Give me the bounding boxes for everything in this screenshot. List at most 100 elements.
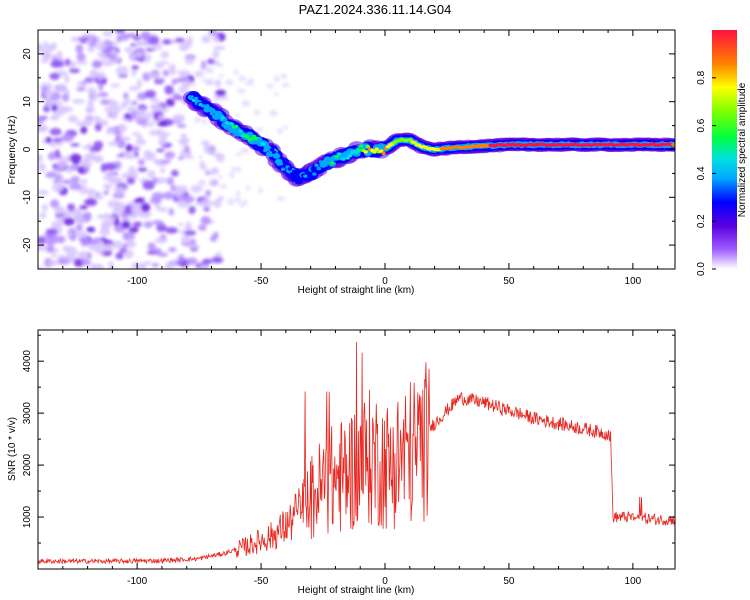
spectrogram-noise-blob xyxy=(89,146,102,153)
spectrogram-noise-blob xyxy=(65,169,74,174)
spectrogram-noise-blob xyxy=(163,191,174,200)
spectrogram-noise-blob xyxy=(81,237,90,247)
spectrogram-noise-blob xyxy=(183,230,197,236)
spectrogram-noise-blob xyxy=(40,57,50,64)
spectrogram-noise-blob xyxy=(45,171,57,179)
spectrogram-noise-blob xyxy=(201,140,210,146)
spectrogram-ridge-mark xyxy=(222,118,228,122)
spectrogram-noise-blob xyxy=(137,167,148,173)
spectrogram-noise-blob xyxy=(95,42,107,51)
spectrogram-noise-blob xyxy=(219,184,227,189)
spectrogram-ridge-mark xyxy=(345,156,351,160)
spectrogram-noise-blob xyxy=(109,111,119,120)
spectrogram-noise-blob xyxy=(145,122,155,127)
snr-series-line xyxy=(38,341,675,565)
colorbar-tick-label: 0.6 xyxy=(696,118,707,132)
spectrogram-noise-blob xyxy=(216,63,224,68)
spectrogram-noise-blob xyxy=(75,224,83,232)
spectrogram-ridge-mark xyxy=(343,151,348,155)
spectrogram-noise-blob xyxy=(117,139,125,149)
spectrogram-noise-blob xyxy=(84,166,90,173)
spectrogram-noise-blob xyxy=(92,61,102,69)
snr-x-tick-label: 100 xyxy=(625,576,642,587)
spectrogram-ridge-mark xyxy=(254,136,259,140)
spectrogram-noise-blob xyxy=(65,248,78,257)
spectrogram-noise-blob xyxy=(154,177,168,184)
spectrogram-noise-blob xyxy=(183,195,195,204)
spectrogram-noise-blob xyxy=(38,244,48,252)
spectrogram-noise-blob xyxy=(70,175,80,183)
spectrogram-noise-blob xyxy=(269,110,278,117)
spectrogram-ridge-mark xyxy=(267,151,272,156)
spectrogram-noise-blob xyxy=(282,82,290,88)
spectrogram-noise-blob xyxy=(101,59,115,67)
spectrogram-ridge-mark xyxy=(193,96,199,101)
spectrogram-ridge-mark xyxy=(234,124,239,129)
spectrogram-ridge-mark xyxy=(274,152,279,157)
spectrogram-noise-blob xyxy=(193,202,202,207)
spectrogram-noise-blob xyxy=(203,144,215,154)
spectrogram-noise-blob xyxy=(126,32,137,38)
spectrogram-noise-blob xyxy=(63,217,75,226)
spectrogram-noise-blob xyxy=(215,251,222,259)
spectrogram-noise-blob xyxy=(69,182,82,191)
spectrogram-noise-blob xyxy=(131,69,137,77)
spectrogram-noise-blob xyxy=(61,92,70,102)
spectrogram-noise-blob xyxy=(159,168,166,174)
spectrogram-ridge-mark xyxy=(269,148,275,152)
colorbar: 0.0 0.2 0.4 0.6 0.8 Normalized spectral ampl… xyxy=(696,30,748,276)
spectrogram-noise-blob xyxy=(56,216,65,222)
spectrogram-ridge-mark xyxy=(294,173,299,178)
spectrogram-noise-blob xyxy=(193,71,201,75)
spectrogram-noise-blob xyxy=(234,69,239,76)
spectrogram-noise-blob xyxy=(154,237,168,244)
spectrogram-noise-blob xyxy=(64,89,71,95)
spectrogram-noise-blob xyxy=(136,135,144,140)
spectrogram-noise-blob xyxy=(42,50,51,59)
spectrogram-x-ticks: -100 -50 0 50 100 xyxy=(37,30,659,287)
spectrogram-x-tick-label: 0 xyxy=(382,276,388,287)
spectrogram-noise-blob xyxy=(137,158,145,166)
spectrogram-noise-blob xyxy=(49,72,60,81)
spectrogram-noise-blob xyxy=(38,154,44,163)
snr-frame xyxy=(37,329,676,570)
spectrogram-noise-blob xyxy=(38,126,46,132)
snr-y-axis-label: SNR (10 * v/v) xyxy=(7,417,18,481)
spectrogram-noise-blob xyxy=(160,159,172,164)
spectrogram-noise-blob xyxy=(147,242,156,252)
spectrogram-noise-blob xyxy=(162,39,172,45)
spectrogram-noise-blob xyxy=(194,116,202,123)
spectrogram-noise-blob xyxy=(202,118,207,126)
spectrogram-noise-blob xyxy=(207,171,216,176)
spectrogram-noise-blob xyxy=(218,175,224,180)
spectrogram-noise-blob xyxy=(203,258,213,265)
spectrogram-noise-blob xyxy=(45,244,55,253)
spectrogram-noise-blob xyxy=(65,246,77,251)
spectrogram-noise-blob xyxy=(214,79,222,88)
spectrogram-noise-blob xyxy=(114,106,122,113)
spectrogram-noise-blob xyxy=(38,266,45,269)
snr-x-axis-label: Height of straight line (km) xyxy=(298,585,415,596)
spectrogram-noise-blob xyxy=(110,48,118,56)
spectrogram-noise-blob xyxy=(118,123,127,133)
spectrogram-noise-blob xyxy=(156,148,165,153)
spectrogram-ridge-mark xyxy=(292,169,297,174)
spectrogram-noise-blob xyxy=(258,186,263,194)
spectrogram-noise-blob xyxy=(212,35,220,43)
spectrogram-noise-blob xyxy=(51,253,57,258)
spectrogram-noise-blob xyxy=(112,40,118,46)
spectrogram-noise-blob xyxy=(51,182,64,193)
spectrogram-noise-blob xyxy=(157,120,168,127)
spectrogram-noise-blob xyxy=(64,75,70,84)
spectrogram-noise-blob xyxy=(235,196,242,204)
spectrogram-ridge-mark xyxy=(278,162,284,166)
snr-y-tick-label: 2000 xyxy=(22,454,33,477)
spectrogram-noise-blob xyxy=(178,84,188,94)
spectrogram-ridge-mark xyxy=(321,160,326,164)
spectrogram-noise-blob xyxy=(70,143,80,147)
spectrogram-noise-blob xyxy=(123,97,130,106)
spectrogram-noise-blob xyxy=(41,139,47,144)
spectrogram-noise-blob xyxy=(123,113,131,120)
spectrogram-noise-blob xyxy=(227,198,235,205)
spectrogram-noise-blob xyxy=(157,114,166,120)
